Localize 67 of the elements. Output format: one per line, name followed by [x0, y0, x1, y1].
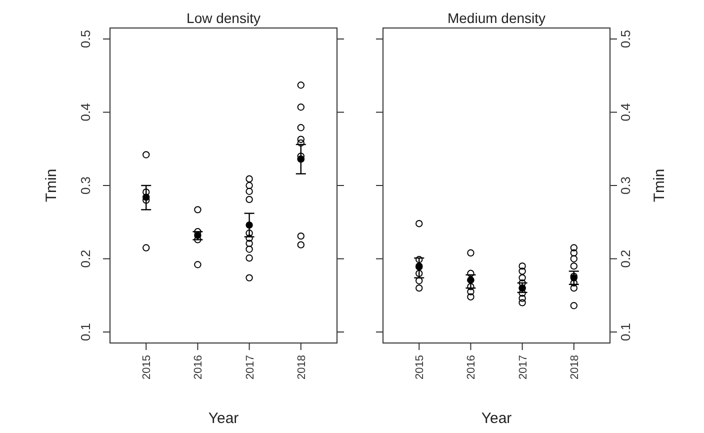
y2-tick-label: 0.4 — [618, 103, 633, 122]
point — [570, 262, 578, 270]
point — [246, 175, 253, 182]
point — [518, 299, 526, 306]
y-tick-label: 0.3 — [78, 176, 93, 195]
point — [467, 283, 474, 290]
point — [246, 246, 253, 253]
chart-title: Medium density — [447, 10, 546, 26]
y-axis-title: Tmin — [43, 168, 60, 202]
point — [246, 221, 253, 229]
x-tick-label: 2017 — [244, 355, 256, 380]
point — [518, 290, 526, 297]
point — [246, 254, 253, 262]
y2-tick-label: 0.3 — [618, 176, 633, 195]
point — [518, 268, 526, 275]
point — [246, 274, 253, 282]
y-tick-label: 0.1 — [78, 322, 93, 342]
point — [297, 82, 304, 89]
point — [570, 244, 578, 252]
point — [194, 261, 202, 268]
point — [416, 284, 423, 292]
x-tick-label: 2017 — [517, 355, 530, 380]
y2-tick-label: 0.1 — [618, 322, 633, 342]
point — [142, 244, 150, 252]
x-tick-label: 2016 — [192, 355, 205, 380]
point — [194, 206, 202, 214]
y2-axis-title: Tmin — [651, 168, 668, 202]
point — [246, 182, 253, 190]
point — [297, 124, 304, 132]
point — [570, 302, 578, 310]
point — [142, 194, 150, 201]
x-tick-label: 2015 — [141, 355, 154, 380]
y-tick-label: 0.4 — [78, 103, 93, 122]
point — [416, 270, 423, 277]
point — [246, 196, 253, 204]
point — [246, 234, 253, 242]
point — [467, 270, 474, 277]
point — [297, 104, 304, 111]
point — [297, 136, 304, 143]
point — [297, 139, 304, 147]
point — [467, 293, 474, 300]
y-tick-label: 0.2 — [78, 250, 93, 268]
x-tick-label: 2018 — [568, 355, 581, 380]
point — [518, 294, 526, 302]
x-axis-title: Year — [481, 410, 512, 427]
point — [518, 274, 526, 282]
point — [570, 249, 578, 256]
point — [142, 151, 150, 158]
x-tick-label: 2018 — [296, 355, 308, 380]
point — [416, 220, 423, 228]
x-axis-title: Year — [208, 410, 239, 427]
y-tick-label: 0.5 — [78, 30, 93, 48]
x-tick-label: 2015 — [414, 355, 426, 380]
y2-tick-label: 0.2 — [618, 250, 633, 268]
point — [297, 241, 304, 248]
point — [416, 277, 423, 284]
chart-title: Low density — [186, 10, 260, 26]
point — [518, 262, 526, 270]
x-tick-label: 2016 — [466, 355, 478, 380]
point — [570, 255, 578, 262]
point — [416, 256, 423, 264]
point — [297, 232, 304, 240]
point — [246, 240, 253, 247]
point — [142, 188, 150, 196]
y2-tick-label: 0.5 — [618, 30, 633, 48]
point — [246, 188, 253, 195]
point — [467, 249, 474, 256]
